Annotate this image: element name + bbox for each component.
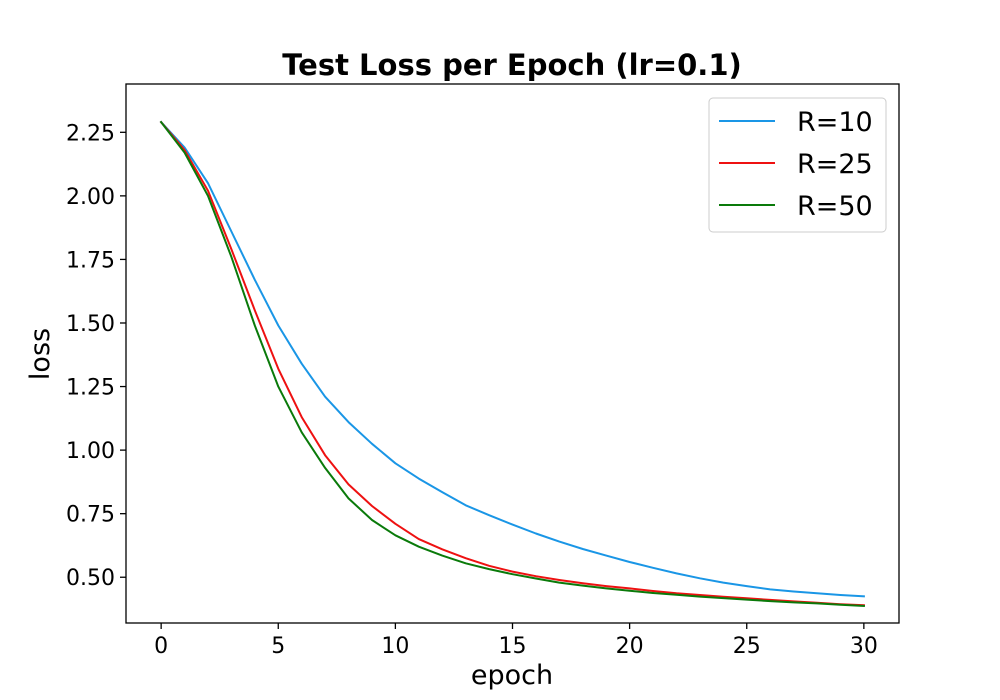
legend-label-1: R=10 xyxy=(797,107,873,138)
y-axis-label: loss xyxy=(25,328,56,380)
legend-box xyxy=(708,97,887,233)
legend-label-2: R=25 xyxy=(797,149,873,180)
x-tick-label: 20 xyxy=(616,634,644,659)
series-line-2 xyxy=(159,120,865,607)
y-tick-label: 2.00 xyxy=(66,185,115,210)
legend-label-3: R=50 xyxy=(797,191,873,222)
x-tick-label: 30 xyxy=(850,634,878,659)
x-axis-label: epoch xyxy=(471,660,553,691)
y-tick-label: 0.75 xyxy=(66,503,115,528)
x-axis-ticks: 0 5 10 15 20 25 30 xyxy=(154,623,878,659)
series-layer xyxy=(159,120,865,608)
x-tick-label: 10 xyxy=(381,634,409,659)
y-tick-label: 0.50 xyxy=(66,566,115,591)
legend: R=10 R=25 R=50 xyxy=(708,97,887,233)
y-tick-label: 1.25 xyxy=(66,376,115,401)
y-tick-label: 1.50 xyxy=(66,312,115,337)
x-tick-label: 0 xyxy=(154,634,168,659)
chart-title: Test Loss per Epoch (lr=0.1) xyxy=(282,48,742,82)
series-line-1 xyxy=(159,120,865,598)
x-tick-label: 15 xyxy=(499,634,527,659)
x-tick-label: 25 xyxy=(733,634,761,659)
y-tick-label: 1.00 xyxy=(66,439,115,464)
series-line-3 xyxy=(159,120,865,608)
x-tick-label: 5 xyxy=(271,634,285,659)
y-axis-ticks: 0.50 0.75 1.00 1.25 1.50 1.75 2.00 2.25 xyxy=(66,121,126,591)
y-tick-label: 2.25 xyxy=(66,121,115,146)
legend-entries: R=10 R=25 R=50 xyxy=(719,107,873,222)
y-tick-label: 1.75 xyxy=(66,248,115,273)
